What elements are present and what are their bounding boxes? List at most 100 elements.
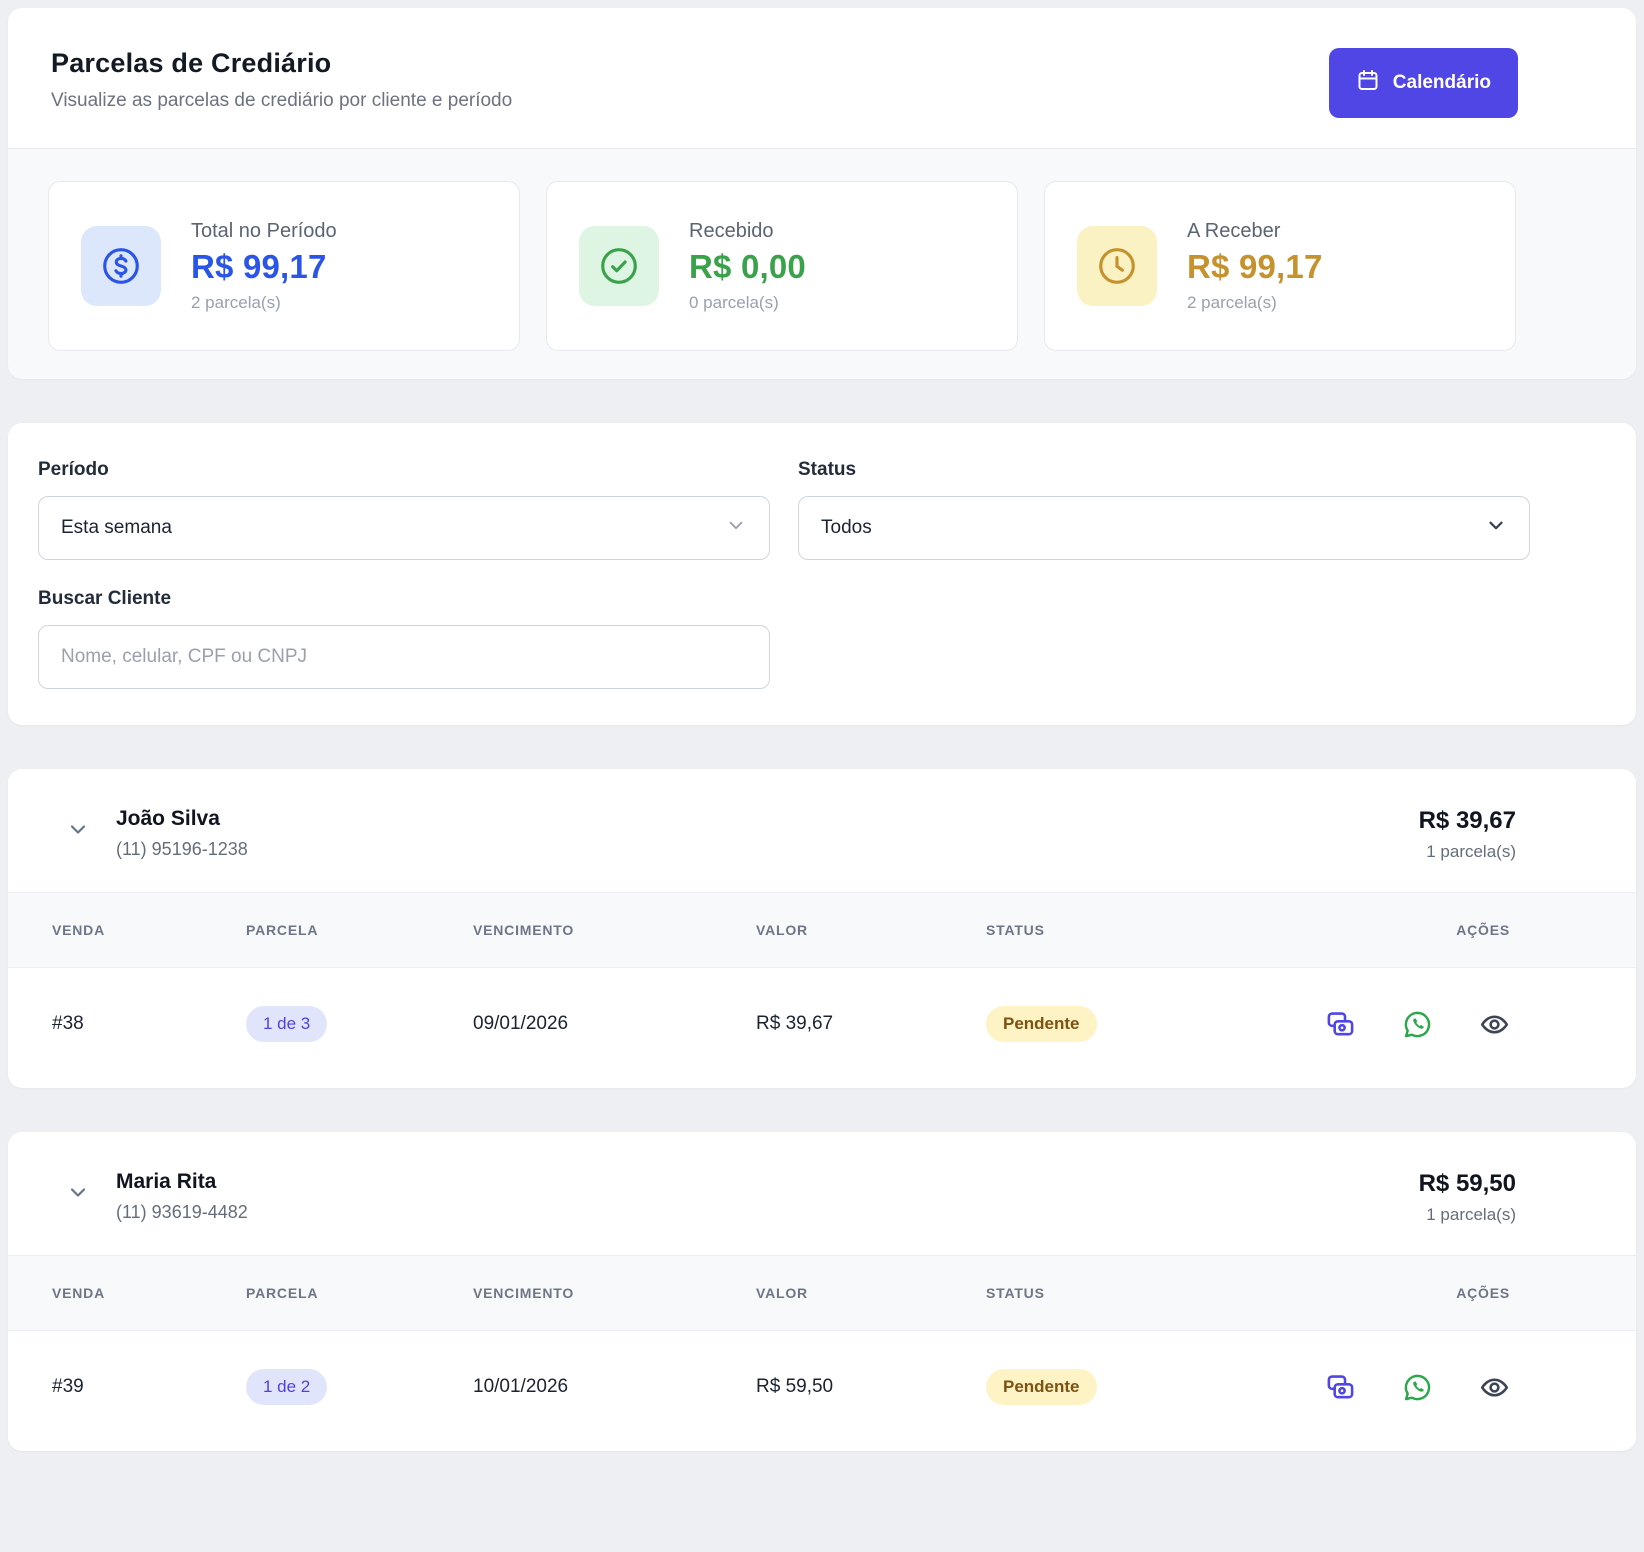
table-header-row: Venda Parcela Vencimento Valor Status Aç… bbox=[8, 1255, 1636, 1331]
client-totals: R$ 59,50 1 parcela(s) bbox=[1419, 1170, 1516, 1225]
column-header-parcela: Parcela bbox=[246, 1285, 319, 1301]
chevron-down-icon bbox=[725, 514, 747, 542]
column-header-vencimento: Vencimento bbox=[473, 1285, 575, 1301]
cell-venda: #39 bbox=[52, 1376, 84, 1397]
stat-value: R$ 99,17 bbox=[191, 247, 327, 285]
stat-label: A Receber bbox=[1187, 219, 1281, 242]
page-header: Parcelas de Crediário Visualize as parce… bbox=[8, 8, 1636, 149]
client-info: João Silva (11) 95196-1238 bbox=[116, 807, 248, 860]
calendar-button[interactable]: Calendário bbox=[1328, 48, 1518, 118]
status-label: Status bbox=[798, 459, 857, 480]
filters-panel: Período Esta semana Status Todos Buscar … bbox=[8, 423, 1636, 725]
page-subtitle: Visualize as parcelas de crediário por c… bbox=[51, 90, 513, 111]
stat-value: R$ 0,00 bbox=[689, 247, 806, 285]
cell-actions bbox=[1264, 1009, 1510, 1040]
cell-status: Pendente bbox=[986, 1006, 1264, 1042]
column-header-valor: Valor bbox=[756, 1285, 808, 1301]
table-header-row: Venda Parcela Vencimento Valor Status Aç… bbox=[8, 892, 1636, 968]
status-select[interactable]: Todos bbox=[798, 496, 1530, 560]
status-badge: Pendente bbox=[986, 1006, 1097, 1042]
eye-icon bbox=[1479, 1014, 1510, 1043]
collapse-group-button[interactable] bbox=[66, 817, 90, 844]
client-group-header[interactable]: João Silva (11) 95196-1238 R$ 39,67 1 pa… bbox=[8, 769, 1636, 892]
client-total-value: R$ 39,67 bbox=[1418, 807, 1516, 834]
whatsapp-icon bbox=[1402, 1374, 1433, 1406]
table-row: #38 1 de 3 09/01/2026 R$ 39,67 Pendente bbox=[8, 968, 1636, 1082]
page-header-section: Parcelas de Crediário Visualize as parce… bbox=[8, 8, 1636, 379]
chevron-down-icon bbox=[66, 825, 90, 844]
column-header-venda: Venda bbox=[52, 922, 106, 938]
client-phone: (11) 95196-1238 bbox=[116, 839, 248, 859]
whatsapp-icon bbox=[1402, 1011, 1433, 1043]
receive-payment-icon bbox=[1325, 1374, 1356, 1406]
parcela-badge: 1 de 3 bbox=[246, 1006, 328, 1042]
stat-sub: 2 parcela(s) bbox=[1187, 292, 1277, 312]
whatsapp-button[interactable] bbox=[1402, 1372, 1433, 1403]
stat-label: Recebido bbox=[689, 219, 774, 242]
check-circle-icon bbox=[579, 226, 659, 306]
cell-parcela: 1 de 2 bbox=[246, 1369, 473, 1405]
status-select-value: Todos bbox=[821, 517, 872, 538]
stat-value: R$ 99,17 bbox=[1187, 247, 1323, 285]
cell-venda: #38 bbox=[52, 1013, 84, 1034]
view-details-button[interactable] bbox=[1479, 1009, 1510, 1040]
stat-card-text: Total no Período R$ 99,17 2 parcela(s) bbox=[191, 220, 337, 313]
stat-card-total: Total no Período R$ 99,17 2 parcela(s) bbox=[48, 181, 520, 351]
cell-status: Pendente bbox=[986, 1369, 1264, 1405]
stat-card-receivable: A Receber R$ 99,17 2 parcela(s) bbox=[1044, 181, 1516, 351]
period-select[interactable]: Esta semana bbox=[38, 496, 770, 560]
chevron-down-icon bbox=[66, 1188, 90, 1207]
search-client-input[interactable] bbox=[38, 625, 770, 689]
calendar-icon bbox=[1356, 68, 1380, 98]
status-field: Status Todos bbox=[798, 459, 1530, 560]
client-parcel-count: 1 parcela(s) bbox=[1426, 842, 1516, 861]
clock-icon bbox=[1077, 226, 1157, 306]
status-badge: Pendente bbox=[986, 1369, 1097, 1405]
stat-sub: 2 parcela(s) bbox=[191, 292, 281, 312]
receive-payment-button[interactable] bbox=[1325, 1009, 1356, 1040]
client-group-maria-rita: Maria Rita (11) 93619-4482 R$ 59,50 1 pa… bbox=[8, 1132, 1636, 1451]
client-group-joao-silva: João Silva (11) 95196-1238 R$ 39,67 1 pa… bbox=[8, 769, 1636, 1088]
column-header-status: Status bbox=[986, 1285, 1045, 1301]
whatsapp-button[interactable] bbox=[1402, 1009, 1433, 1040]
cell-vencimento: 09/01/2026 bbox=[473, 1013, 569, 1034]
page-title: Parcelas de Crediário bbox=[51, 48, 332, 78]
cell-valor: R$ 39,67 bbox=[756, 1013, 834, 1034]
client-phone: (11) 93619-4482 bbox=[116, 1202, 248, 1222]
collapse-group-button[interactable] bbox=[66, 1180, 90, 1207]
client-info: Maria Rita (11) 93619-4482 bbox=[116, 1170, 248, 1223]
client-name: João Silva bbox=[116, 807, 220, 830]
cell-parcela: 1 de 3 bbox=[246, 1006, 473, 1042]
dollar-circle-icon bbox=[81, 226, 161, 306]
client-group-header[interactable]: Maria Rita (11) 93619-4482 R$ 59,50 1 pa… bbox=[8, 1132, 1636, 1255]
cell-actions bbox=[1264, 1372, 1510, 1403]
receive-payment-icon bbox=[1325, 1011, 1356, 1043]
table-row: #39 1 de 2 10/01/2026 R$ 59,50 Pendente bbox=[8, 1331, 1636, 1445]
column-header-valor: Valor bbox=[756, 922, 808, 938]
period-field: Período Esta semana bbox=[38, 459, 770, 560]
stat-card-text: Recebido R$ 0,00 0 parcela(s) bbox=[689, 220, 806, 313]
stat-sub: 0 parcela(s) bbox=[689, 292, 779, 312]
client-name: Maria Rita bbox=[116, 1170, 217, 1193]
view-details-button[interactable] bbox=[1479, 1372, 1510, 1403]
column-header-parcela: Parcela bbox=[246, 922, 319, 938]
search-client-field: Buscar Cliente bbox=[38, 588, 770, 689]
period-select-value: Esta semana bbox=[61, 517, 172, 538]
cell-valor: R$ 59,50 bbox=[756, 1376, 834, 1397]
client-total-value: R$ 59,50 bbox=[1418, 1170, 1516, 1197]
stat-label: Total no Período bbox=[191, 219, 337, 242]
chevron-down-icon bbox=[1485, 514, 1507, 542]
parcela-badge: 1 de 2 bbox=[246, 1369, 328, 1405]
column-header-status: Status bbox=[986, 922, 1045, 938]
period-label: Período bbox=[38, 459, 109, 480]
column-header-vencimento: Vencimento bbox=[473, 922, 575, 938]
cell-vencimento: 10/01/2026 bbox=[473, 1376, 569, 1397]
column-header-acoes: Ações bbox=[1456, 922, 1510, 938]
client-totals: R$ 39,67 1 parcela(s) bbox=[1419, 807, 1516, 862]
receive-payment-button[interactable] bbox=[1325, 1372, 1356, 1403]
column-header-acoes: Ações bbox=[1456, 1285, 1510, 1301]
eye-icon bbox=[1479, 1377, 1510, 1406]
stat-card-text: A Receber R$ 99,17 2 parcela(s) bbox=[1187, 220, 1323, 313]
search-client-label: Buscar Cliente bbox=[38, 588, 172, 609]
stats-row: Total no Período R$ 99,17 2 parcela(s) R… bbox=[8, 149, 1636, 379]
